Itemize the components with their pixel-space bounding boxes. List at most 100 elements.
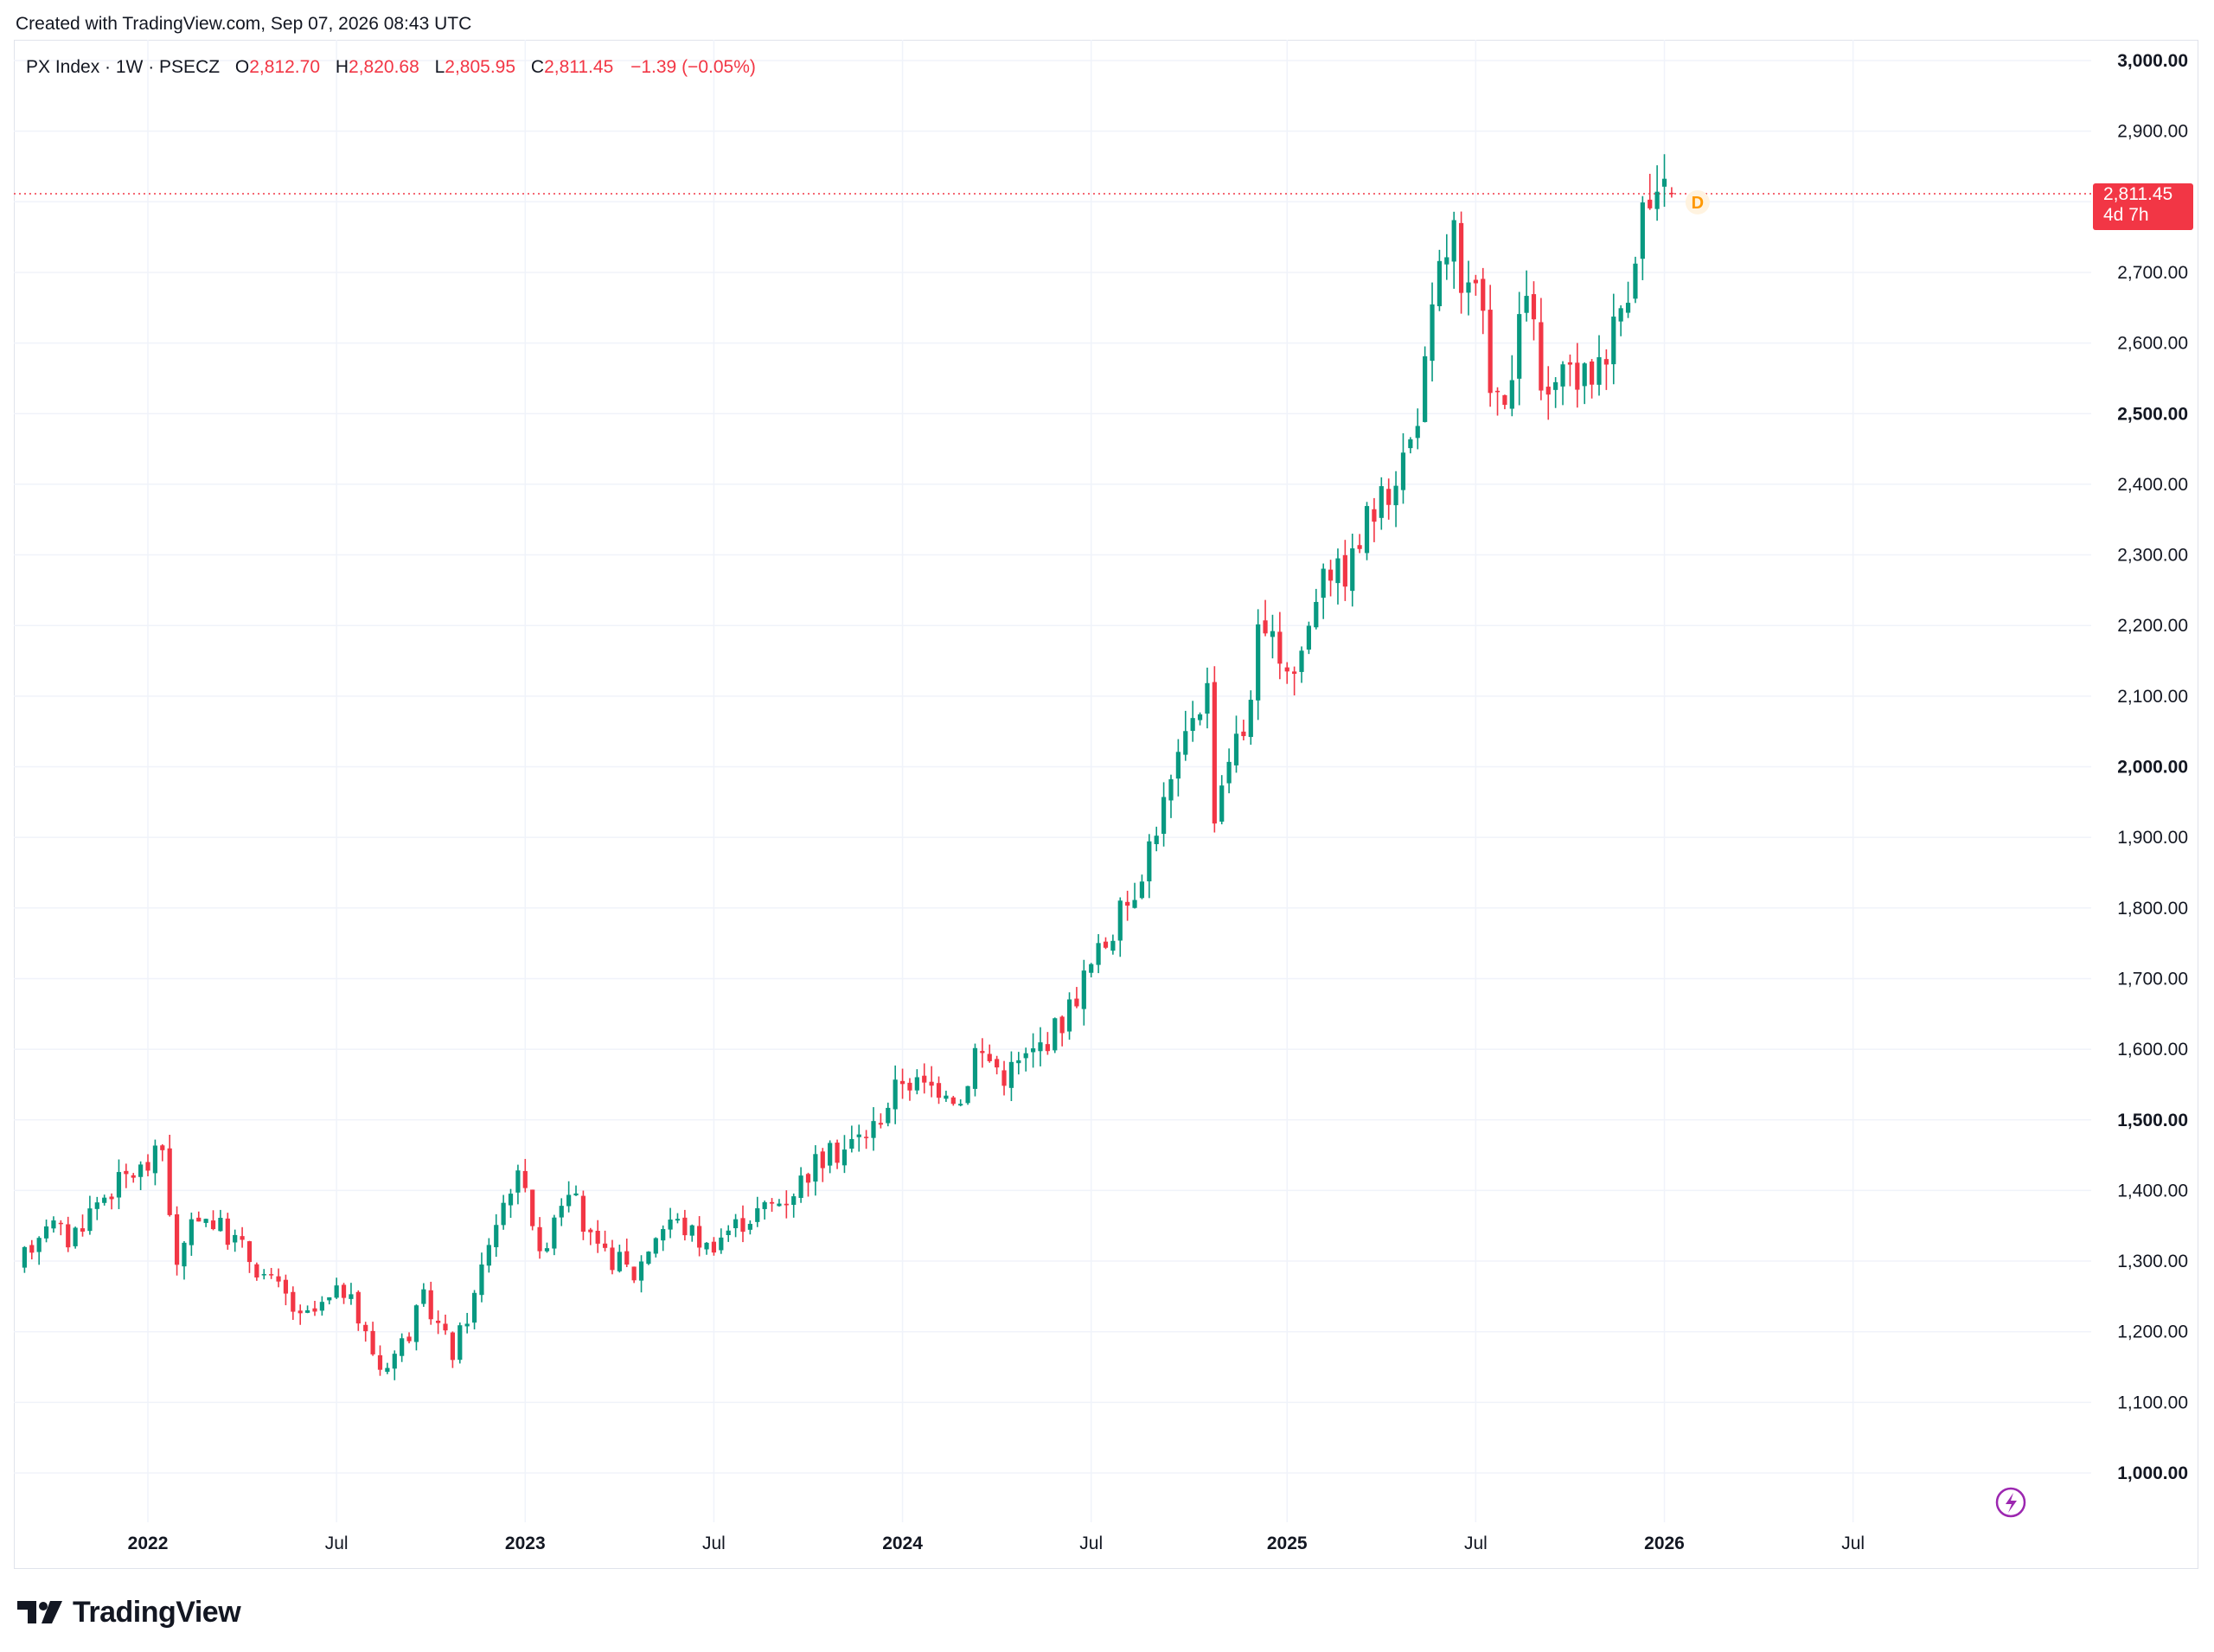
candle-body[interactable] xyxy=(1233,733,1239,765)
candle-body[interactable] xyxy=(1393,485,1398,506)
candle-body[interactable] xyxy=(1415,426,1420,439)
candle-body[interactable] xyxy=(1089,964,1094,973)
candle-body[interactable] xyxy=(1016,1060,1021,1064)
candle-body[interactable] xyxy=(80,1228,86,1232)
candle-body[interactable] xyxy=(1256,624,1261,701)
candle-body[interactable] xyxy=(740,1218,745,1233)
candle-body[interactable] xyxy=(922,1075,927,1083)
candle-body[interactable] xyxy=(958,1104,963,1106)
candle-body[interactable] xyxy=(668,1219,673,1230)
candle-body[interactable] xyxy=(87,1208,93,1232)
candle-body[interactable] xyxy=(1488,310,1493,394)
candle-body[interactable] xyxy=(1147,841,1152,881)
candle-body[interactable] xyxy=(471,1292,477,1323)
candle-body[interactable] xyxy=(1553,381,1558,390)
candle-body[interactable] xyxy=(1625,303,1631,313)
candle-body[interactable] xyxy=(1545,387,1551,395)
candle-body[interactable] xyxy=(1539,322,1544,391)
candle-body[interactable] xyxy=(319,1302,324,1311)
candle-body[interactable] xyxy=(566,1194,572,1207)
candle-body[interactable] xyxy=(864,1137,869,1138)
candle-body[interactable] xyxy=(131,1175,136,1178)
candle-body[interactable] xyxy=(363,1324,368,1332)
candle-body[interactable] xyxy=(580,1195,586,1233)
candle-body[interactable] xyxy=(508,1194,514,1206)
candle-body[interactable] xyxy=(1458,222,1464,293)
candle-body[interactable] xyxy=(22,1246,27,1268)
candle-body[interactable] xyxy=(1292,671,1297,675)
candle-body[interactable] xyxy=(1611,317,1616,365)
candle-body[interactable] xyxy=(762,1202,767,1209)
candle-body[interactable] xyxy=(595,1230,600,1244)
candle-body[interactable] xyxy=(29,1245,35,1253)
candle-body[interactable] xyxy=(240,1236,245,1240)
candle-body[interactable] xyxy=(987,1053,992,1061)
candle-body[interactable] xyxy=(719,1237,724,1251)
candle-body[interactable] xyxy=(1001,1070,1007,1086)
candle-body[interactable] xyxy=(1081,970,1086,1009)
candle-body[interactable] xyxy=(929,1081,934,1086)
candle-body[interactable] xyxy=(1430,304,1435,362)
candle-body[interactable] xyxy=(413,1305,419,1342)
candle-body[interactable] xyxy=(160,1145,165,1150)
candle-body[interactable] xyxy=(36,1238,42,1252)
candle-body[interactable] xyxy=(798,1175,803,1199)
candle-body[interactable] xyxy=(1008,1061,1014,1088)
candle-body[interactable] xyxy=(936,1083,942,1098)
candle-body[interactable] xyxy=(1648,199,1653,208)
candle-body[interactable] xyxy=(58,1222,63,1225)
candle-body[interactable] xyxy=(1567,362,1573,365)
candle-body[interactable] xyxy=(349,1294,354,1299)
candle-body[interactable] xyxy=(494,1225,499,1247)
candle-body[interactable] xyxy=(341,1284,347,1298)
candle-body[interactable] xyxy=(1481,279,1486,311)
candle-body[interactable] xyxy=(276,1276,281,1282)
candle-body[interactable] xyxy=(225,1218,230,1245)
candle-body[interactable] xyxy=(1437,260,1443,307)
candle-body[interactable] xyxy=(1074,998,1079,1007)
candle-body[interactable] xyxy=(965,1085,970,1104)
candle-body[interactable] xyxy=(1372,509,1377,522)
candle-body[interactable] xyxy=(856,1134,861,1137)
candle-body[interactable] xyxy=(1633,263,1638,299)
candle-body[interactable] xyxy=(1603,359,1609,365)
candle-body[interactable] xyxy=(980,1051,985,1053)
candle-body[interactable] xyxy=(1524,296,1529,313)
candle-body[interactable] xyxy=(871,1121,876,1138)
candle-body[interactable] xyxy=(1597,357,1602,385)
candle-body[interactable] xyxy=(638,1261,644,1281)
candle-body[interactable] xyxy=(174,1213,180,1265)
candle-body[interactable] xyxy=(1023,1053,1028,1059)
candle-body[interactable] xyxy=(624,1251,630,1265)
candle-body[interactable] xyxy=(283,1279,289,1294)
candle-body[interactable] xyxy=(1335,558,1341,584)
candle-body[interactable] xyxy=(428,1290,433,1320)
candle-body[interactable] xyxy=(1183,731,1188,755)
candle-body[interactable] xyxy=(443,1323,448,1331)
candle-body[interactable] xyxy=(950,1097,956,1105)
candle-body[interactable] xyxy=(1342,554,1347,587)
candle-body[interactable] xyxy=(406,1336,412,1341)
candle-body[interactable] xyxy=(66,1224,71,1248)
candle-body[interactable] xyxy=(254,1264,259,1277)
candle-body[interactable] xyxy=(689,1225,694,1236)
candle-body[interactable] xyxy=(501,1202,506,1226)
candle-body[interactable] xyxy=(1531,294,1537,320)
candle-body[interactable] xyxy=(73,1227,78,1246)
candle-body[interactable] xyxy=(385,1367,390,1373)
candle-body[interactable] xyxy=(711,1241,717,1253)
candle-body[interactable] xyxy=(646,1252,651,1265)
candle-body[interactable] xyxy=(610,1247,615,1271)
lightning-icon[interactable] xyxy=(1995,1487,2026,1518)
candle-body[interactable] xyxy=(1357,545,1362,549)
candle-body[interactable] xyxy=(189,1219,194,1245)
candle-body[interactable] xyxy=(1350,547,1355,592)
candle-body[interactable] xyxy=(1299,650,1304,672)
candle-body[interactable] xyxy=(436,1320,441,1323)
candle-body[interactable] xyxy=(1386,489,1392,505)
candle-body[interactable] xyxy=(682,1217,688,1236)
candle-body[interactable] xyxy=(544,1248,550,1252)
candle-body[interactable] xyxy=(835,1143,840,1163)
candle-body[interactable] xyxy=(914,1077,919,1091)
candle-body[interactable] xyxy=(102,1197,107,1203)
